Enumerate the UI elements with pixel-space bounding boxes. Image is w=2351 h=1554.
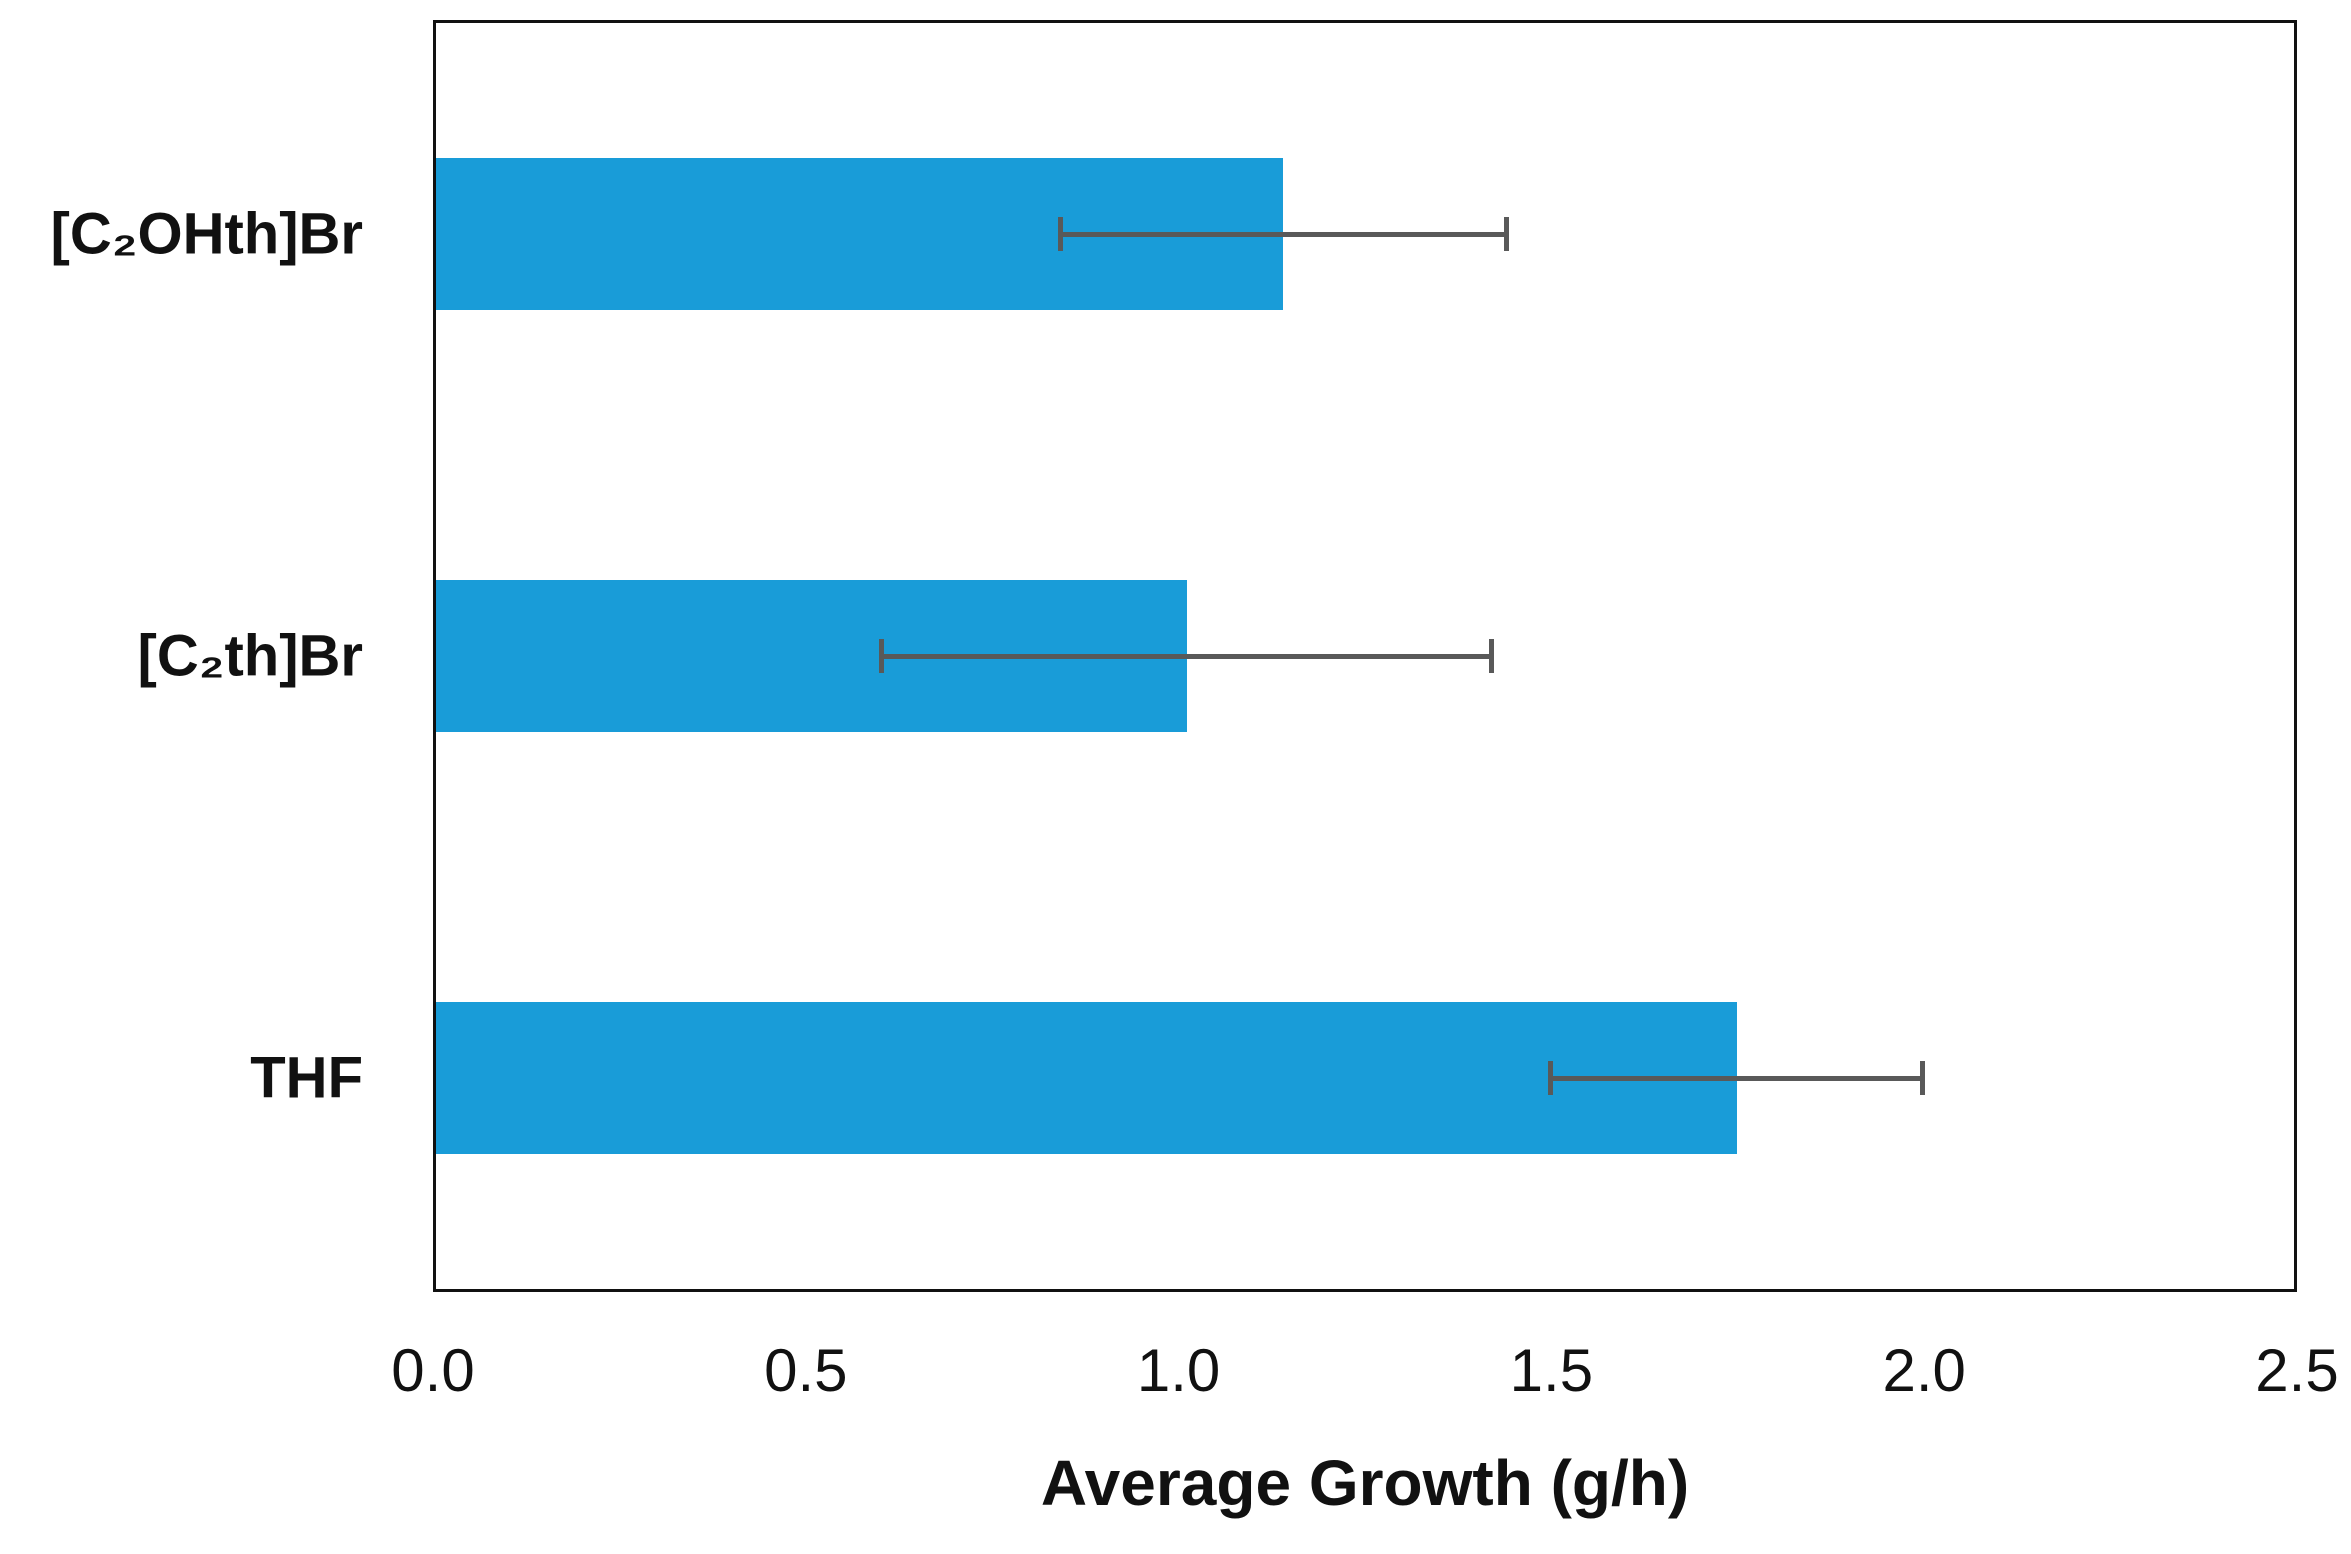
error-bar-0 [1060,231,1507,237]
plot-area [433,20,2297,1292]
error-cap-2-high [1919,1061,1925,1095]
error-cap-2-low [1548,1061,1554,1095]
error-cap-0-high [1503,217,1509,251]
x-tick-label-5: 2.5 [2255,1337,2339,1404]
x-tick-label-4: 2.0 [1882,1337,1966,1404]
category-label-0: [C₂OHth]Br [50,201,364,267]
category-label-2: THF [250,1045,363,1111]
category-label-1: [C₂th]Br [137,623,364,689]
error-bar-1 [881,653,1492,659]
x-axis-title: Average Growth (g/h) [1040,1447,1690,1519]
error-cap-1-low [879,639,885,673]
x-tick-label-1: 0.5 [764,1337,848,1404]
error-cap-0-low [1057,217,1063,251]
error-cap-1-high [1488,639,1494,673]
x-tick-label-0: 0.0 [391,1337,475,1404]
x-tick-label-2: 1.0 [1136,1337,1221,1404]
error-bar-2 [1550,1075,1923,1081]
x-tick-label-3: 1.5 [1509,1337,1594,1404]
bar-2 [436,1002,1737,1154]
